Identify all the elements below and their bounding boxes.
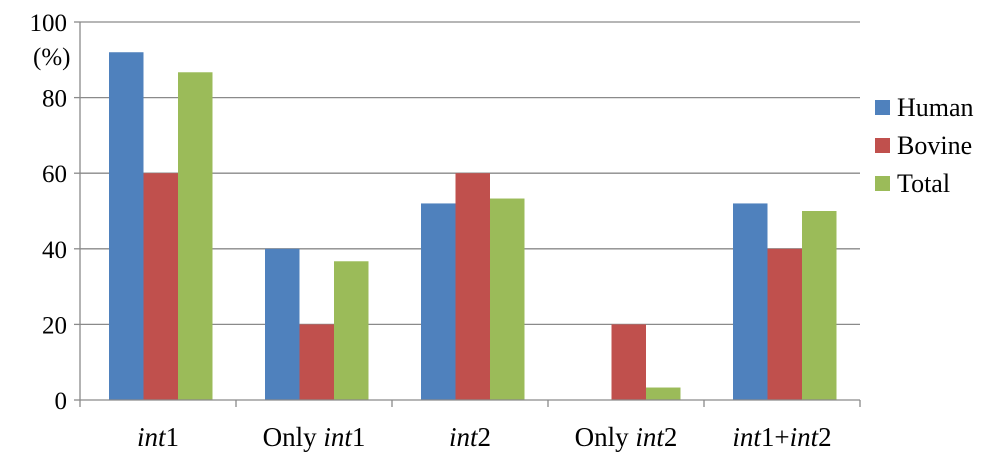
x-category-label-part: Only xyxy=(575,422,636,452)
bar-human-0 xyxy=(109,52,144,401)
x-category-label: int1+int2 xyxy=(732,422,831,452)
y-axis-label: (%) xyxy=(33,44,70,71)
bar-total-1 xyxy=(334,261,369,400)
x-category-label-part: 2 xyxy=(818,422,832,452)
axes xyxy=(74,21,861,407)
x-category-label-part: int xyxy=(635,422,665,452)
bar-bovine-1 xyxy=(299,324,334,400)
y-axis-ticks: 0 20 40 60 80 100 xyxy=(30,10,68,415)
y-tick-label: 60 xyxy=(42,161,67,188)
bar-bovine-3 xyxy=(611,324,646,400)
bar-human-2 xyxy=(421,203,456,400)
x-category-label: Only int1 xyxy=(263,422,366,452)
legend-label-bovine: Bovine xyxy=(897,131,972,160)
x-category-label-part: 1 xyxy=(352,422,366,452)
x-category-label: Only int2 xyxy=(575,422,678,452)
x-category-label: int1 xyxy=(137,422,179,452)
x-category-label-part: 1 xyxy=(166,422,180,452)
y-tick-label: 0 xyxy=(55,388,68,415)
x-category-label-part: int xyxy=(449,422,479,452)
bar-human-1 xyxy=(265,248,300,400)
legend-swatch-human xyxy=(875,100,890,115)
legend-swatch-total xyxy=(875,176,890,191)
x-category-label: int2 xyxy=(449,422,491,452)
bar-bovine-4 xyxy=(767,248,802,400)
legend-label-total: Total xyxy=(897,169,950,198)
x-axis-labels: int1 Only int1 int2 Only int2 int1+int2 xyxy=(137,422,832,452)
y-tick-label: 80 xyxy=(42,86,67,113)
y-tick-label: 20 xyxy=(42,312,67,339)
bars xyxy=(109,52,837,401)
x-category-label-part: int xyxy=(790,422,820,452)
x-category-label-part: 1+ xyxy=(761,422,790,452)
bar-total-0 xyxy=(178,72,213,401)
x-category-label-part: int xyxy=(137,422,167,452)
legend-swatch-bovine xyxy=(875,138,890,153)
bar-total-4 xyxy=(802,211,837,400)
y-tick-label: 40 xyxy=(42,237,67,264)
bar-human-4 xyxy=(733,203,768,400)
bar-total-2 xyxy=(490,198,525,400)
legend: Human Bovine Total xyxy=(875,93,974,198)
bar-total-3 xyxy=(646,387,681,400)
bar-bovine-2 xyxy=(455,173,490,400)
bar-bovine-0 xyxy=(143,173,178,400)
legend-label-human: Human xyxy=(897,93,974,122)
y-tick-label: 100 xyxy=(30,10,68,37)
x-category-label-part: Only xyxy=(263,422,324,452)
x-category-label-part: 2 xyxy=(478,422,492,452)
x-category-label-part: int xyxy=(323,422,353,452)
x-category-label-part: int xyxy=(732,422,762,452)
x-category-label-part: 2 xyxy=(664,422,678,452)
